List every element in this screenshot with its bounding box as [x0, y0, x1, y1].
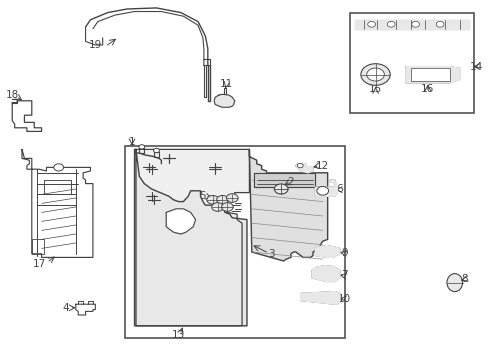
Circle shape — [386, 22, 394, 27]
Circle shape — [360, 64, 389, 85]
Text: 7: 7 — [341, 270, 347, 280]
Text: 17: 17 — [32, 258, 46, 269]
Circle shape — [411, 22, 419, 27]
Text: 12: 12 — [315, 161, 329, 171]
Polygon shape — [354, 20, 468, 29]
Text: 18: 18 — [5, 90, 19, 100]
Polygon shape — [166, 209, 195, 234]
Circle shape — [297, 163, 303, 168]
Polygon shape — [300, 292, 339, 304]
Text: 8: 8 — [460, 274, 467, 284]
Text: 16: 16 — [420, 84, 434, 94]
Polygon shape — [315, 246, 339, 257]
Circle shape — [274, 184, 287, 194]
Text: 4: 4 — [62, 303, 69, 313]
Circle shape — [153, 148, 159, 153]
Text: 2: 2 — [287, 177, 294, 187]
Circle shape — [206, 195, 218, 204]
Text: 3: 3 — [267, 249, 274, 259]
Polygon shape — [405, 67, 459, 83]
Polygon shape — [214, 94, 234, 107]
Circle shape — [226, 194, 238, 202]
Text: 14: 14 — [469, 62, 483, 72]
Text: 10: 10 — [338, 294, 350, 304]
Circle shape — [216, 195, 228, 204]
Circle shape — [54, 164, 63, 171]
Text: 5: 5 — [199, 191, 206, 201]
Bar — [349, 13, 473, 113]
Circle shape — [435, 22, 443, 27]
Bar — [32, 239, 44, 254]
Circle shape — [316, 186, 328, 195]
Text: 19: 19 — [88, 40, 102, 50]
Polygon shape — [295, 164, 312, 173]
Polygon shape — [136, 149, 246, 326]
Text: 9: 9 — [341, 248, 347, 258]
Circle shape — [221, 203, 233, 211]
Polygon shape — [249, 149, 327, 261]
Polygon shape — [311, 266, 339, 282]
Polygon shape — [254, 173, 315, 187]
Text: 6: 6 — [336, 184, 343, 194]
Circle shape — [211, 203, 223, 211]
Circle shape — [367, 22, 375, 27]
Text: 11: 11 — [219, 78, 233, 89]
Text: 13: 13 — [171, 330, 185, 340]
Polygon shape — [134, 149, 249, 326]
Text: 15: 15 — [368, 84, 382, 94]
Circle shape — [139, 145, 144, 149]
Bar — [410, 68, 449, 81]
Bar — [124, 146, 344, 338]
Text: 1: 1 — [128, 137, 135, 147]
Polygon shape — [166, 209, 195, 234]
Circle shape — [366, 68, 384, 81]
Polygon shape — [315, 180, 337, 196]
Ellipse shape — [446, 274, 462, 292]
